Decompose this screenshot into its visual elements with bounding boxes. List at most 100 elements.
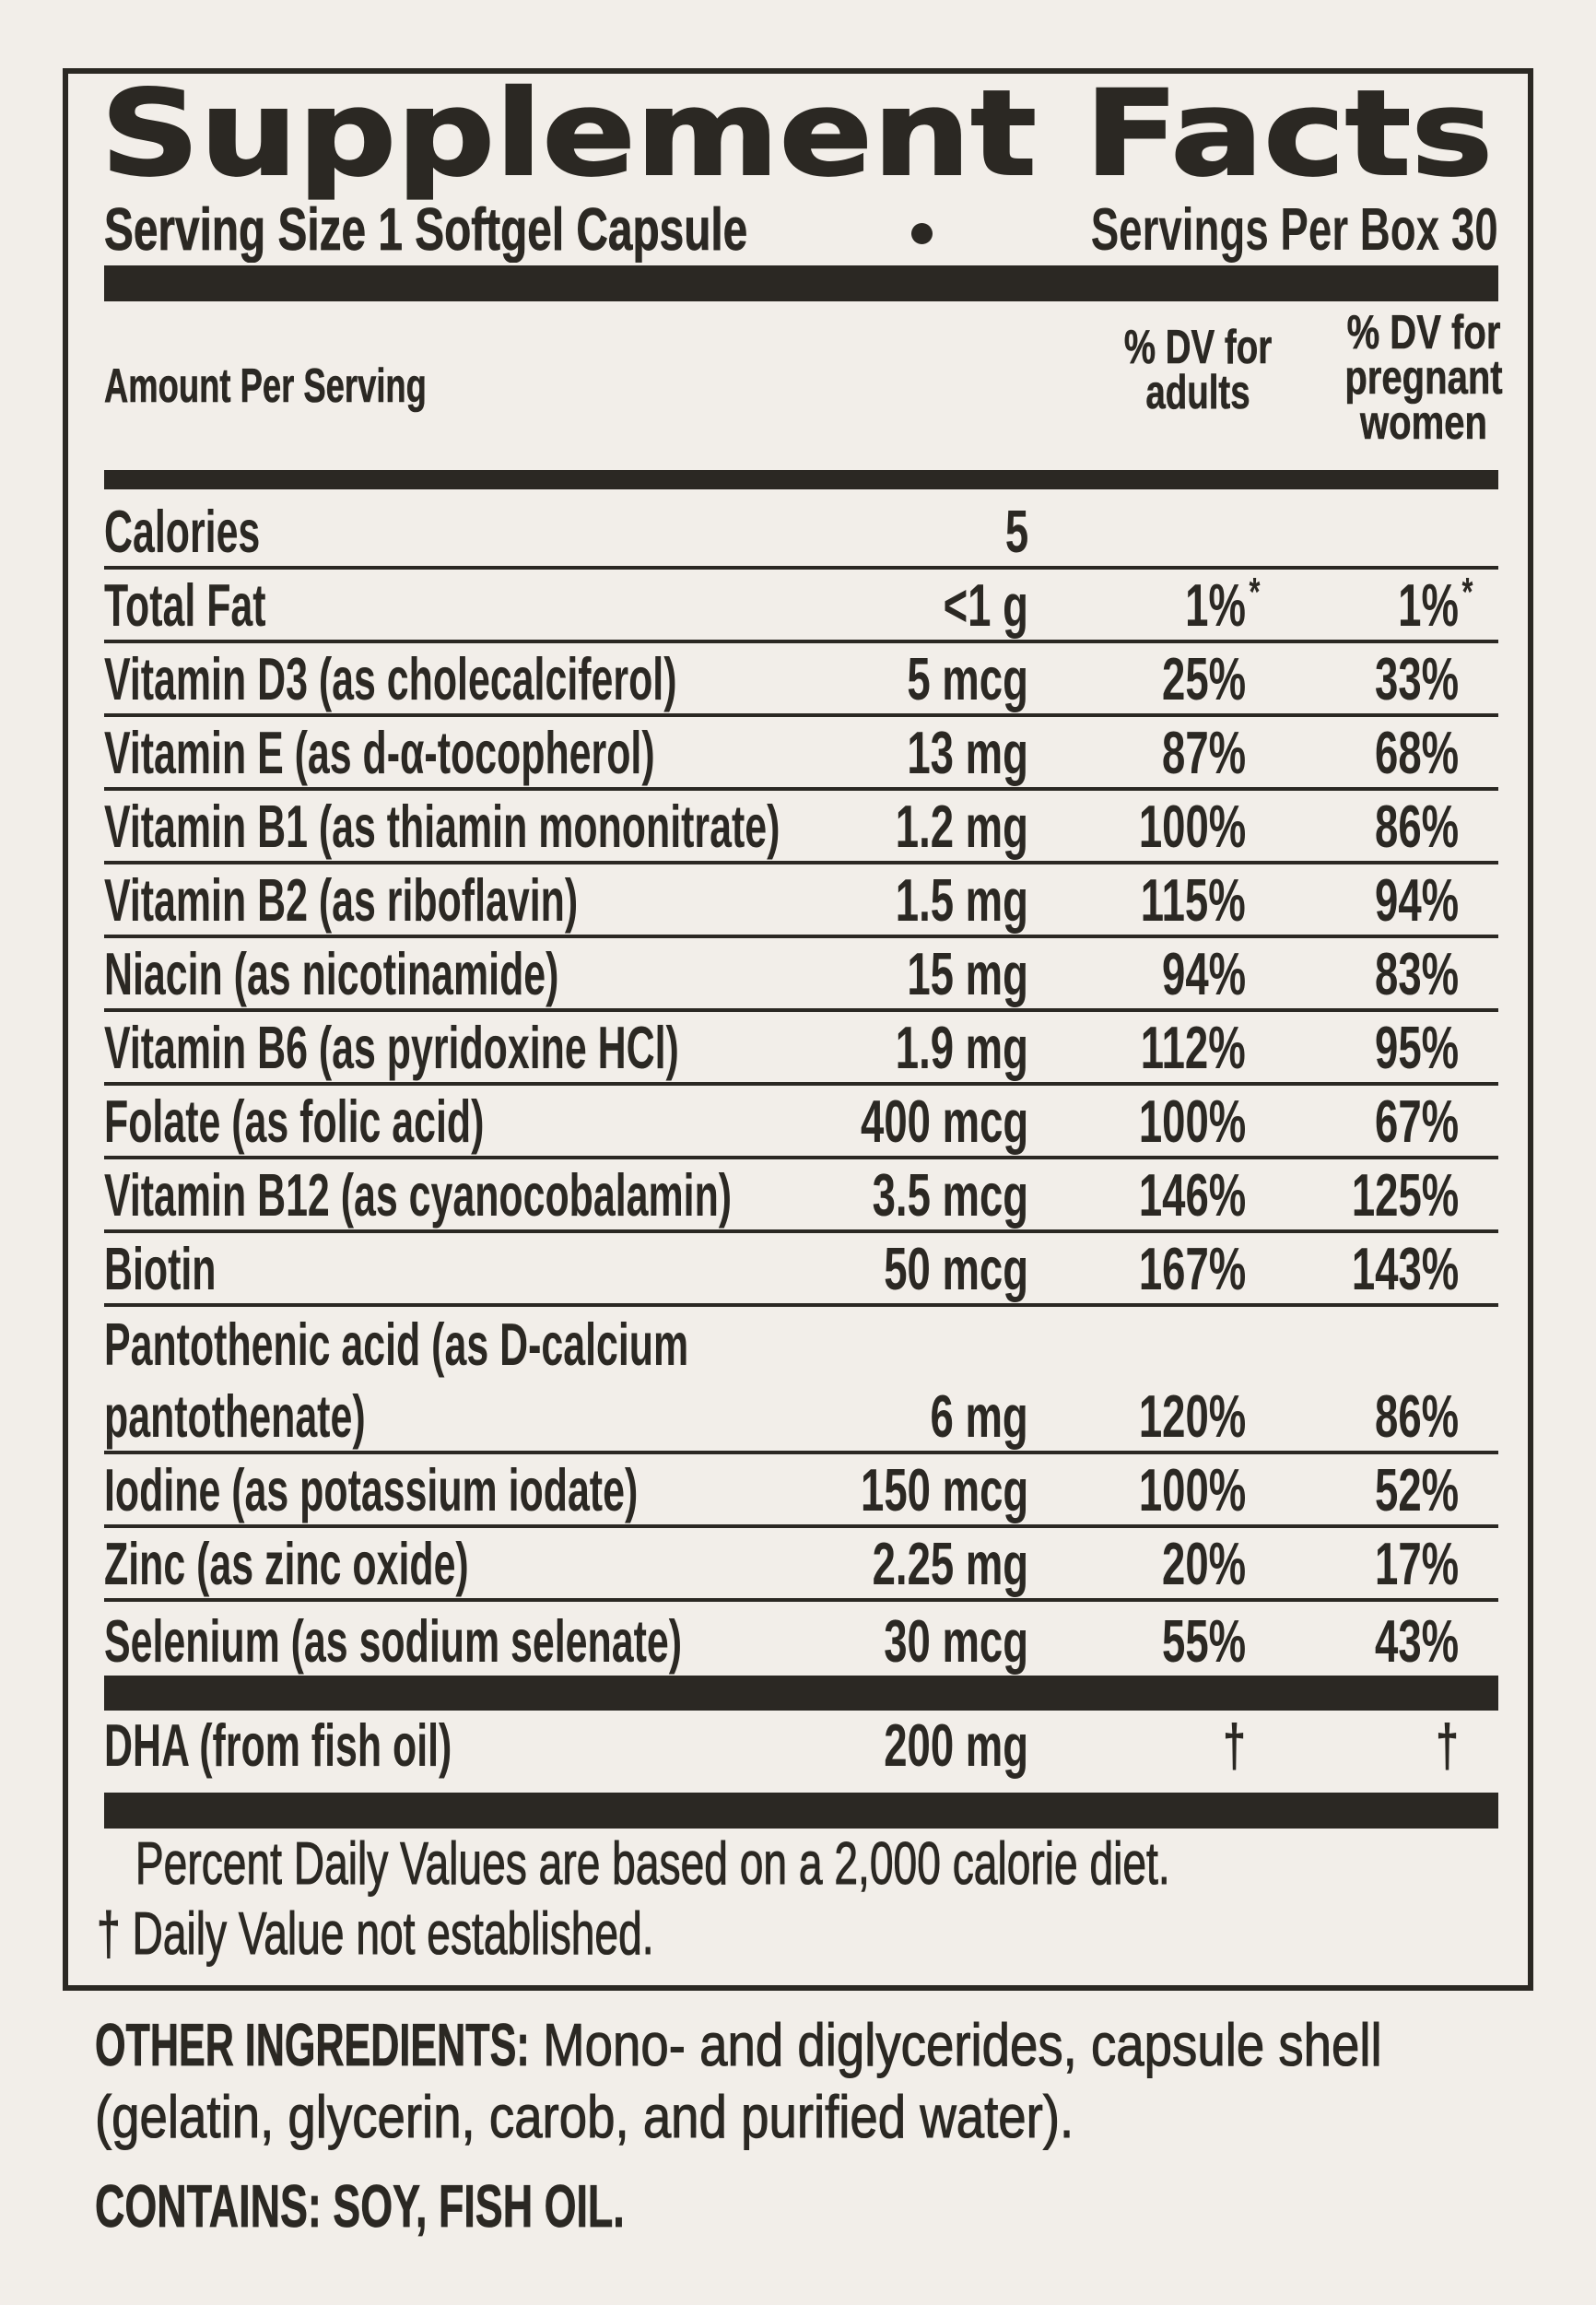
dv-pregnant-value: 67% (1374, 1088, 1459, 1155)
nutrient-amount: 400 mcg (860, 1088, 1028, 1155)
thick-bar-mid (104, 1676, 1498, 1711)
bullet-icon (911, 223, 933, 244)
dv-pregnant-value: 143% (1351, 1235, 1459, 1302)
table-row: Vitamin B12 (as cyanocobalamin) 3.5 mcg … (104, 1159, 1498, 1233)
nutrient-name: DHA (from fish oil) (104, 1711, 452, 1779)
dv-adults-value: 1%* (1185, 570, 1261, 639)
dv-pregnant-value: † (1435, 1711, 1459, 1779)
table-row: Niacin (as nicotinamide) 15 mg 94% 83% (104, 938, 1498, 1012)
dv-pregnant-value: 125% (1351, 1161, 1459, 1229)
dv-pregnant-value: 33% (1374, 645, 1459, 712)
nutrient-name: Niacin (as nicotinamide) (104, 940, 559, 1007)
thick-bar-top (104, 265, 1498, 301)
table-row: Total Fat <1 g 1%* 1%* (104, 570, 1498, 643)
nutrient-name: Vitamin B1 (as thiamin mononitrate) (104, 793, 780, 860)
footnotes: Percent Daily Values are based on a 2,00… (97, 1829, 1497, 1969)
serving-size: Serving Size 1 Softgel Capsule (104, 195, 748, 263)
dv-adults-value: † (1222, 1711, 1246, 1779)
nutrient-name: Vitamin E (as d-α-tocopherol) (104, 719, 655, 786)
dv-pregnant-value: 52% (1374, 1456, 1459, 1523)
table-row: Zinc (as zinc oxide) 2.25 mg 20% 17% (104, 1528, 1498, 1602)
supplement-facts-panel: Supplement Facts Serving Size 1 Softgel … (63, 68, 1533, 1991)
dv-pregnant-value: 86% (1374, 1382, 1459, 1450)
table-row: Folate (as folic acid) 400 mcg 100% 67% (104, 1086, 1498, 1159)
dv-adults-value: 87% (1161, 719, 1246, 786)
column-header-dv-adults-label: % DV for adults (1123, 321, 1273, 419)
table-row: Calories 5 (104, 489, 1498, 570)
panel-title-wrap: Supplement Facts (100, 75, 1495, 194)
nutrient-amount: 5 mcg (907, 645, 1028, 712)
nutrient-amount: 1.9 mg (895, 1014, 1028, 1081)
column-header-dv-pregnant: % DV for pregnant women (1239, 306, 1596, 450)
dv-pregnant-value: 94% (1374, 866, 1459, 934)
table-row: Pantothenic acid (as D-calcium pantothen… (104, 1307, 1498, 1454)
table-row: Vitamin D3 (as cholecalciferol) 5 mcg 25… (104, 643, 1498, 717)
nutrient-name: Vitamin D3 (as cholecalciferol) (104, 645, 677, 712)
nutrient-table: Calories 5 Total Fat <1 g 1%* 1%* Vitami… (104, 489, 1498, 1676)
column-header-dv-adults: % DV for adults (1014, 321, 1382, 419)
dv-adults-value: 115% (1141, 866, 1246, 934)
nutrient-name: Zinc (as zinc oxide) (104, 1530, 469, 1597)
panel-title: Supplement Facts (100, 65, 1495, 203)
table-row: Vitamin E (as d-α-tocopherol) 13 mg 87% … (104, 717, 1498, 791)
footnote-dagger: † Daily Value not established. (97, 1899, 654, 1967)
nutrient-amount: <1 g (943, 571, 1028, 639)
table-row: Biotin 50 mcg 167% 143% (104, 1233, 1498, 1307)
dv-pregnant-value: 86% (1374, 793, 1459, 860)
other-ingredients-label: OTHER INGREDIENTS: (95, 2011, 530, 2079)
nutrient-amount: 150 mcg (860, 1456, 1028, 1523)
nutrient-amount: 3.5 mcg (872, 1161, 1028, 1229)
nutrient-amount: 15 mg (907, 940, 1028, 1007)
nutrient-amount: 5 (1004, 498, 1028, 565)
nutrient-name: Calories (104, 498, 261, 565)
table-row: Vitamin B1 (as thiamin mononitrate) 1.2 … (104, 791, 1498, 864)
dv-adults-value: 55% (1161, 1607, 1246, 1675)
other-ingredients-line1: Mono- and diglycerides, capsule shell (529, 2010, 1383, 2078)
dv-pregnant-value: 68% (1374, 719, 1459, 786)
nutrient-amount: 2.25 mg (872, 1530, 1028, 1597)
contains-wrap: CONTAINS: SOY, FISH OIL. (95, 2170, 863, 2242)
table-row: DHA (from fish oil) 200 mg † † (104, 1711, 1498, 1793)
nutrient-name: Vitamin B12 (as cyanocobalamin) (104, 1161, 733, 1229)
thick-bar-bottom (104, 1793, 1498, 1829)
table-row: Vitamin B2 (as riboflavin) 1.5 mg 115% 9… (104, 864, 1498, 938)
column-header-dv-pregnant-label: % DV for pregnant women (1344, 306, 1503, 450)
nutrient-name: Pantothenic acid (as D-calcium pantothen… (104, 1311, 689, 1450)
column-header-amount: Amount Per Serving (104, 359, 565, 413)
dv-adults-value: 146% (1138, 1161, 1246, 1229)
footnote-dv: Percent Daily Values are based on a 2,00… (135, 1829, 1170, 1897)
column-header-amount-label: Amount Per Serving (104, 359, 427, 413)
nutrient-amount: 200 mg (884, 1711, 1028, 1779)
dv-pregnant-value: 1%* (1398, 570, 1473, 639)
dv-adults-value: 100% (1138, 793, 1246, 860)
dv-adults-value: 167% (1138, 1235, 1246, 1302)
nutrient-name: Folate (as folic acid) (104, 1088, 485, 1155)
table-row: Vitamin B6 (as pyridoxine HCl) 1.9 mg 11… (104, 1012, 1498, 1086)
nutrient-amount: 1.5 mg (895, 866, 1028, 934)
nutrient-amount: 50 mcg (884, 1235, 1028, 1302)
dv-adults-value: 25% (1161, 645, 1246, 712)
dv-pregnant-value: 17% (1374, 1530, 1459, 1597)
nutrient-name: Selenium (as sodium selenate) (104, 1607, 683, 1675)
nutrient-amount: 30 mcg (884, 1607, 1028, 1675)
dv-pregnant-value: 95% (1374, 1014, 1459, 1081)
dv-adults-value: 100% (1138, 1456, 1246, 1523)
table-row: Selenium (as sodium selenate) 30 mcg 55%… (104, 1602, 1498, 1676)
other-ingredients: OTHER INGREDIENTS: Mono- and diglyceride… (95, 2009, 1544, 2153)
other-ingredients-line2: (gelatin, glycerin, carob, and purified … (95, 2082, 1074, 2150)
nutrient-name: Iodine (as potassium iodate) (104, 1456, 639, 1523)
thin-bar-header (104, 470, 1498, 489)
dha-row: DHA (from fish oil) 200 mg † † (104, 1711, 1498, 1793)
nutrient-name: Total Fat (104, 571, 266, 639)
dv-adults-value: 100% (1138, 1088, 1246, 1155)
contains-statement: CONTAINS: SOY, FISH OIL. (95, 2172, 625, 2240)
dv-adults-value: 20% (1161, 1530, 1246, 1597)
dv-pregnant-value: 83% (1374, 940, 1459, 1007)
nutrient-name: Biotin (104, 1235, 217, 1302)
dv-adults-value: 94% (1161, 940, 1246, 1007)
dv-adults-value: 120% (1138, 1382, 1246, 1450)
table-row: Iodine (as potassium iodate) 150 mcg 100… (104, 1454, 1498, 1528)
nutrient-name: Vitamin B2 (as riboflavin) (104, 866, 579, 934)
nutrient-amount: 13 mg (907, 719, 1028, 786)
